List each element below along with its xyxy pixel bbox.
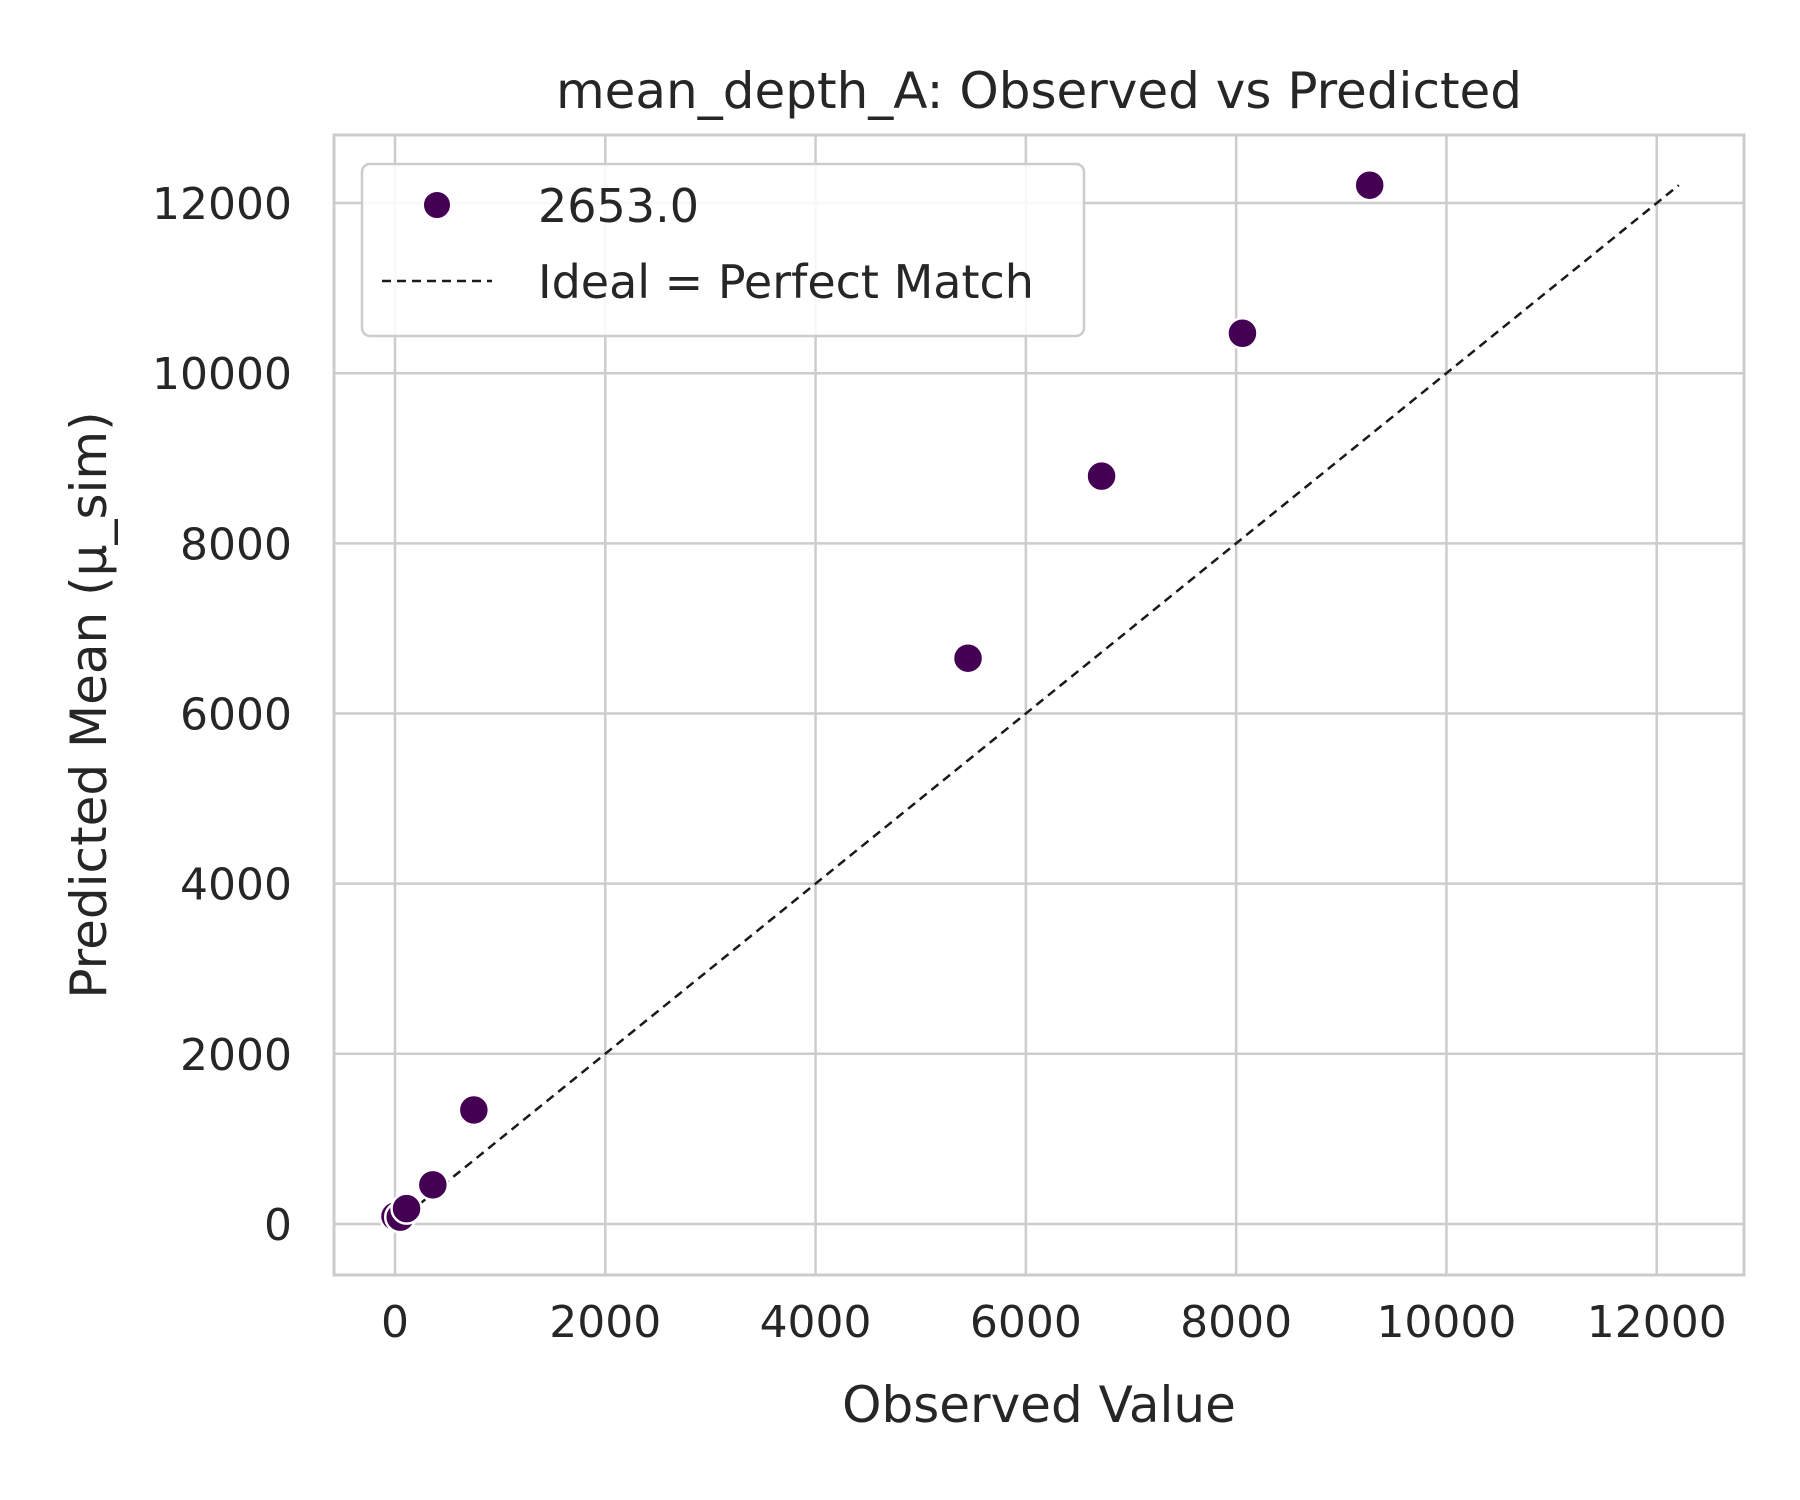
y-tick-label: 2000 xyxy=(180,1030,292,1081)
chart-title: mean_depth_A: Observed vs Predicted xyxy=(556,62,1522,120)
x-tick-label: 8000 xyxy=(1180,1297,1292,1348)
points-layer xyxy=(378,168,1386,1234)
y-tick-label: 6000 xyxy=(180,690,292,741)
reference-line-layer xyxy=(394,184,1680,1225)
data-point xyxy=(457,1093,491,1127)
x-tick-label: 6000 xyxy=(970,1297,1082,1348)
y-tick-labels: 0 2000 4000 6000 8000 10000 12000 xyxy=(152,179,292,1251)
x-tick-label: 10000 xyxy=(1376,1297,1516,1348)
x-tick-labels: 0 2000 4000 6000 8000 10000 12000 xyxy=(381,1297,1727,1348)
y-tick-label: 0 xyxy=(264,1200,292,1251)
data-point xyxy=(1226,316,1259,350)
data-point xyxy=(1353,168,1386,202)
reference-line xyxy=(394,184,1680,1225)
y-tick-label: 10000 xyxy=(152,349,292,400)
y-axis-title: Predicted Mean (μ_sim) xyxy=(60,411,118,998)
x-tick-label: 4000 xyxy=(760,1297,872,1348)
legend-marker-series xyxy=(422,190,452,220)
x-tick-label: 2000 xyxy=(549,1297,661,1348)
x-tick-label: 0 xyxy=(381,1297,409,1348)
x-tick-label: 12000 xyxy=(1587,1297,1727,1348)
legend: 2653.0 Ideal = Perfect Match xyxy=(360,162,1086,338)
data-point xyxy=(390,1192,423,1225)
data-point xyxy=(1085,459,1118,493)
y-tick-label: 12000 xyxy=(152,179,292,230)
legend-box xyxy=(360,162,1086,338)
legend-label-series: 2653.0 xyxy=(538,179,699,233)
y-tick-label: 8000 xyxy=(180,519,292,570)
legend-label-reference-line: Ideal = Perfect Match xyxy=(538,255,1034,309)
x-axis-title: Observed Value xyxy=(842,1376,1236,1434)
y-tick-label: 4000 xyxy=(180,860,292,911)
plot-frame xyxy=(332,133,1746,1277)
data-point xyxy=(951,641,985,675)
data-point xyxy=(416,1168,450,1202)
